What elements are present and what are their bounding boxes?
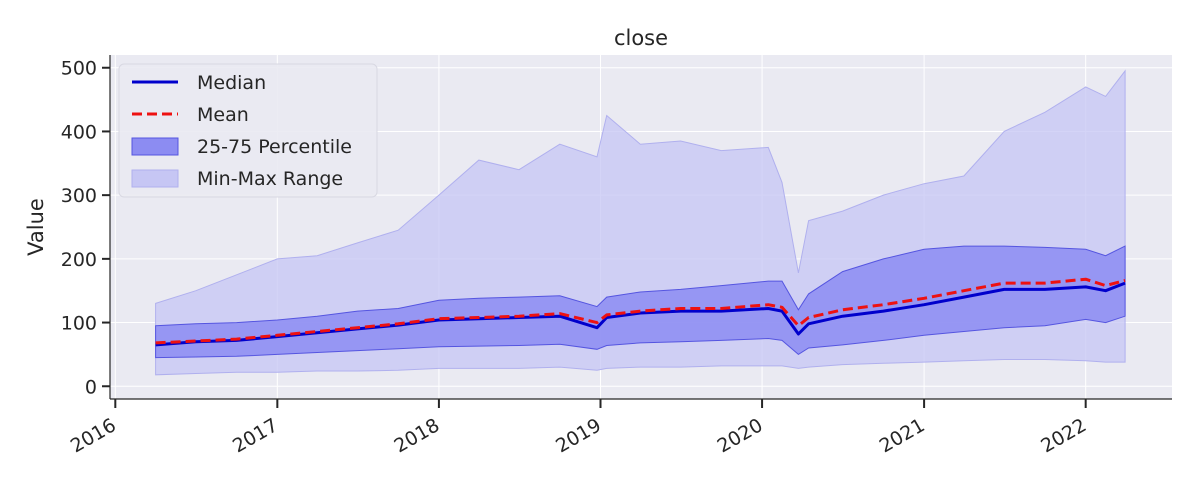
- legend-swatch-min-max: [131, 169, 179, 188]
- x-axis: 2016 2017 2018 2019 2020 2021 2022: [67, 398, 1172, 458]
- x-tick-label: 2019: [552, 414, 605, 457]
- y-tick-label: 100: [61, 313, 97, 335]
- percentile-band: [155, 245, 1126, 359]
- legend-swatch-percentile: [131, 137, 179, 156]
- y-tick-label: 300: [61, 185, 97, 207]
- y-axis: 0 100 200 300 400 500: [61, 55, 111, 399]
- x-tick-label: 2022: [1037, 414, 1090, 457]
- lines: [155, 277, 1126, 347]
- y-tick-label: 200: [61, 249, 97, 271]
- x-tick-label: 2020: [714, 414, 767, 457]
- bands: [155, 69, 1126, 376]
- x-tick-label: 2017: [229, 414, 282, 457]
- mean-line: [155, 277, 1126, 345]
- legend: Median Mean 25-75 Percentile Min-Max Range: [118, 63, 378, 198]
- chart-title: close: [614, 26, 668, 50]
- x-tick-label: 2018: [391, 414, 444, 457]
- x-tick-label: 2016: [67, 414, 120, 457]
- legend-label: Min-Max Range: [197, 168, 343, 190]
- y-tick-label: 500: [61, 58, 97, 80]
- legend-label: Median: [197, 72, 266, 94]
- legend-box: [118, 63, 378, 198]
- y-tick-label: 400: [61, 121, 97, 143]
- y-tick-label: 0: [85, 376, 97, 398]
- legend-label: Mean: [197, 104, 249, 126]
- x-tick-label: 2021: [876, 414, 929, 457]
- legend-label: 25-75 Percentile: [197, 136, 352, 158]
- y-axis-title: Value: [24, 198, 48, 256]
